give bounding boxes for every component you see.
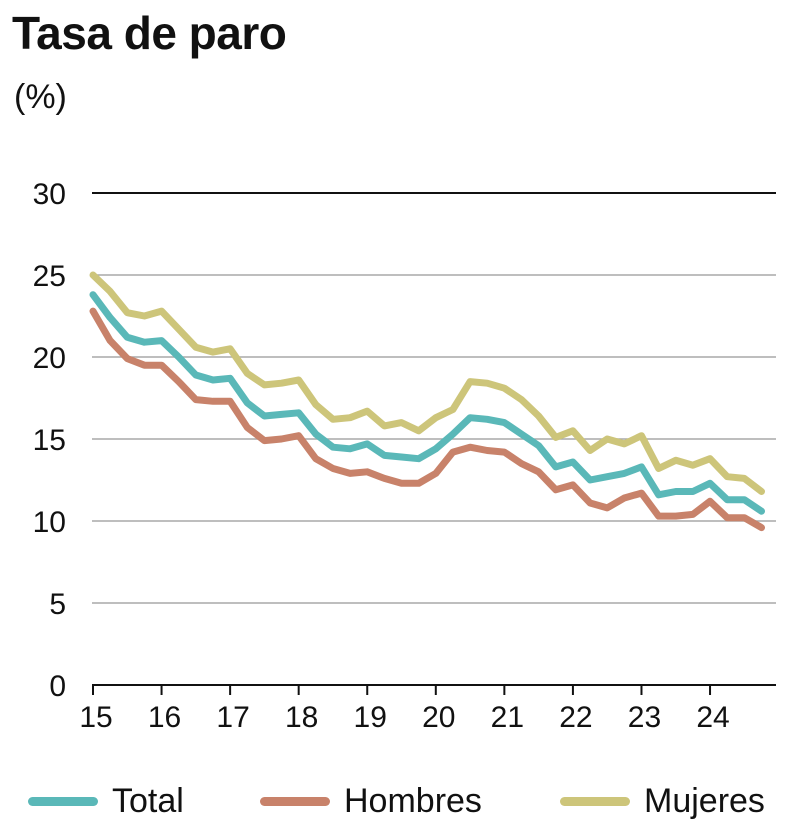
legend-item-total: Total: [28, 776, 184, 826]
x-tick-label: 17: [216, 701, 249, 734]
y-tick-label: 5: [49, 588, 66, 621]
x-tick-label: 19: [354, 701, 387, 734]
legend-item-mujeres: Mujeres: [560, 776, 765, 826]
x-tick-label: 23: [628, 701, 661, 734]
legend-label-total: Total: [112, 781, 184, 820]
y-tick-label: 20: [33, 342, 66, 375]
series-lines: [89, 271, 765, 532]
x-tick-label: 18: [285, 701, 318, 734]
x-tick-label: 20: [422, 701, 455, 734]
x-tick-label: 22: [559, 701, 592, 734]
legend-item-hombres: Hombres: [260, 776, 482, 826]
legend-swatch-hombres: [260, 796, 330, 806]
x-tick-label: 21: [491, 701, 524, 734]
series-line-hombres: [89, 307, 765, 532]
legend-label-mujeres: Mujeres: [644, 781, 765, 820]
y-tick-label: 0: [49, 670, 66, 703]
axes: 0 5 10 15 20 25 30 15 16 17 18 19 20 21 22 23 24: [33, 178, 776, 734]
gridlines: [92, 192, 776, 604]
chart-unit-label: (%): [14, 78, 67, 116]
chart-title: Tasa de paro: [12, 7, 287, 59]
legend: Total Hombres Mujeres: [28, 776, 788, 826]
y-tick-label: 30: [33, 178, 66, 211]
legend-swatch-total: [28, 796, 98, 806]
x-tick-label: 15: [79, 701, 112, 734]
series-line-mujeres: [89, 271, 765, 495]
x-tick-label: 24: [696, 701, 729, 734]
legend-label-hombres: Hombres: [344, 781, 482, 820]
y-tick-label: 10: [33, 506, 66, 539]
line-chart: 0 5 10 15 20 25 30 15 16 17 18 19 20 21 22 23 24: [33, 178, 776, 734]
series-line-total: [89, 291, 765, 515]
x-tick-label: 16: [148, 701, 181, 734]
legend-swatch-mujeres: [560, 796, 630, 806]
y-tick-label: 15: [33, 424, 66, 457]
y-tick-label: 25: [33, 260, 66, 293]
